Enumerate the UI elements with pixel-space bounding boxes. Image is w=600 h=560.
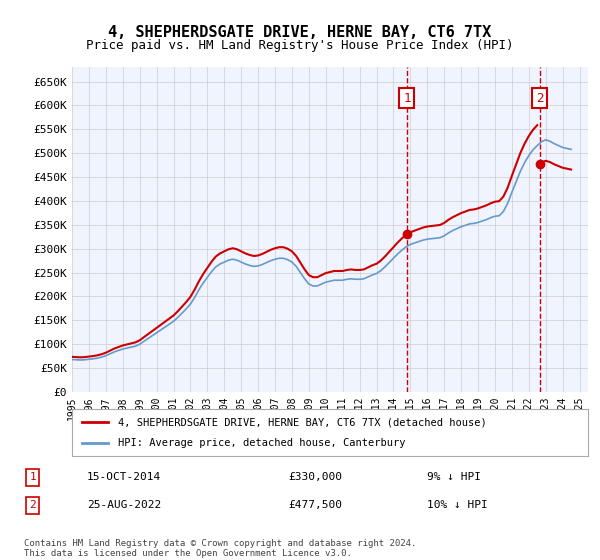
Text: 25-AUG-2022: 25-AUG-2022 — [87, 501, 161, 510]
Text: 1: 1 — [29, 473, 36, 482]
Text: 9% ↓ HPI: 9% ↓ HPI — [427, 473, 481, 482]
Text: Contains HM Land Registry data © Crown copyright and database right 2024.
This d: Contains HM Land Registry data © Crown c… — [24, 539, 416, 558]
Text: 15-OCT-2014: 15-OCT-2014 — [87, 473, 161, 482]
Text: 2: 2 — [29, 501, 36, 510]
Text: 4, SHEPHERDSGATE DRIVE, HERNE BAY, CT6 7TX: 4, SHEPHERDSGATE DRIVE, HERNE BAY, CT6 7… — [109, 25, 491, 40]
Text: Price paid vs. HM Land Registry's House Price Index (HPI): Price paid vs. HM Land Registry's House … — [86, 39, 514, 52]
Text: 2: 2 — [536, 92, 544, 105]
Text: £330,000: £330,000 — [289, 473, 343, 482]
Text: 4, SHEPHERDSGATE DRIVE, HERNE BAY, CT6 7TX (detached house): 4, SHEPHERDSGATE DRIVE, HERNE BAY, CT6 7… — [118, 417, 487, 427]
Text: HPI: Average price, detached house, Canterbury: HPI: Average price, detached house, Cant… — [118, 438, 406, 448]
Text: 1: 1 — [403, 92, 410, 105]
Text: 10% ↓ HPI: 10% ↓ HPI — [427, 501, 487, 510]
Text: £477,500: £477,500 — [289, 501, 343, 510]
